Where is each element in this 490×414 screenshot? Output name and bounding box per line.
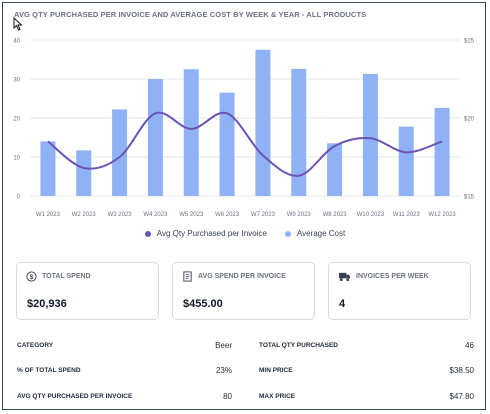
x-tick-label: W1 2023 <box>36 212 61 218</box>
bar <box>291 68 307 196</box>
bar <box>327 143 343 196</box>
kpi-card-invoices-per-week: INVOICES PER WEEK 4 <box>328 262 471 320</box>
legend-bar-label: Average Cost <box>296 229 346 238</box>
y-right-tick-label: $25 <box>464 39 475 45</box>
bar <box>147 79 163 196</box>
legend-line-swatch <box>144 230 151 237</box>
legend-item-bar[interactable]: Average Cost <box>284 229 346 238</box>
detail-value-percent-spend: 23% <box>215 366 232 375</box>
legend-bar-swatch <box>284 230 291 237</box>
svg-text:$: $ <box>30 274 34 281</box>
x-tick-label: W7 2023 <box>251 212 276 218</box>
detail-value-min-price: $38.50 <box>449 366 474 375</box>
bar <box>112 109 128 196</box>
bar <box>434 107 450 196</box>
mouse-pointer-icon <box>13 17 23 31</box>
detail-label-category: CATEGORY <box>17 342 54 349</box>
detail-value-category: Beer <box>215 341 232 350</box>
dollar-circle-icon: $ <box>26 271 37 282</box>
y-right-tick-label: $15 <box>464 195 475 201</box>
bar <box>398 126 414 196</box>
receipt-icon <box>183 271 192 282</box>
bar <box>362 73 378 196</box>
detail-label-percent-spend: % OF TOTAL SPEND <box>17 367 81 374</box>
kpi-value: $20,936 <box>27 298 67 310</box>
detail-label-max-price: MAX PRICE <box>259 393 296 400</box>
kpi-value: $455.00 <box>183 298 223 310</box>
y-left-tick-label: 0 <box>17 195 21 201</box>
x-tick-label: W9 2023 <box>287 212 312 218</box>
detail-value-total-qty: 46 <box>465 341 474 350</box>
x-tick-label: W12 2023 <box>428 212 456 218</box>
detail-label-min-price: MIN PRICE <box>259 367 293 374</box>
bar <box>255 49 271 196</box>
bar <box>219 92 235 196</box>
truck-icon <box>339 272 350 282</box>
kpi-label: INVOICES PER WEEK <box>356 273 429 280</box>
chart-legend: Avg Qty Purchased per Invoice Average Co… <box>0 229 490 238</box>
bar <box>183 69 199 196</box>
x-tick-label: W11 2023 <box>393 212 421 218</box>
x-tick-label: W6 2023 <box>215 212 240 218</box>
y-left-tick-label: 10 <box>13 156 20 162</box>
detail-label-avg-qty: AVG QTY PURCHASED PER INVOICE <box>17 393 133 400</box>
x-tick-label: W2 2023 <box>72 212 97 218</box>
series-line <box>47 111 443 177</box>
y-left-tick-label: 20 <box>13 117 20 123</box>
kpi-value: 4 <box>339 298 346 310</box>
legend-line-label: Avg Qty Purchased per Invoice <box>156 229 267 238</box>
kpi-label: TOTAL SPEND <box>42 273 91 280</box>
detail-value-avg-qty: 80 <box>223 392 232 401</box>
kpi-label: AVG SPEND PER INVOICE <box>198 273 286 280</box>
x-tick-label: W4 2023 <box>143 212 168 218</box>
combo-chart: 0 10 20 30 40 $15 $20 $25 W1 2023 W2 2023 W3 2023 W… <box>13 39 475 219</box>
x-tick-label: W10 2023 <box>357 212 385 218</box>
bar <box>40 141 56 196</box>
x-tick-label: W8 2023 <box>323 212 348 218</box>
kpi-card-total-spend: $ TOTAL SPEND $20,936 <box>16 262 159 320</box>
y-left-tick-label: 30 <box>13 78 20 84</box>
report-panel <box>2 2 486 410</box>
bar <box>76 150 92 196</box>
x-tick-label: W3 2023 <box>108 212 133 218</box>
legend-item-line[interactable]: Avg Qty Purchased per Invoice <box>144 229 267 238</box>
kpi-card-avg-spend: AVG SPEND PER INVOICE $455.00 <box>172 262 315 320</box>
detail-label-total-qty: TOTAL QTY PURCHASED <box>259 342 338 349</box>
x-tick-label: W5 2023 <box>179 212 204 218</box>
y-right-tick-label: $20 <box>464 117 475 123</box>
y-left-tick-label: 40 <box>13 39 20 45</box>
chart-title: AVG QTY PURCHASED PER INVOICE AND AVERAG… <box>14 10 367 19</box>
detail-value-max-price: $47.80 <box>449 392 474 401</box>
